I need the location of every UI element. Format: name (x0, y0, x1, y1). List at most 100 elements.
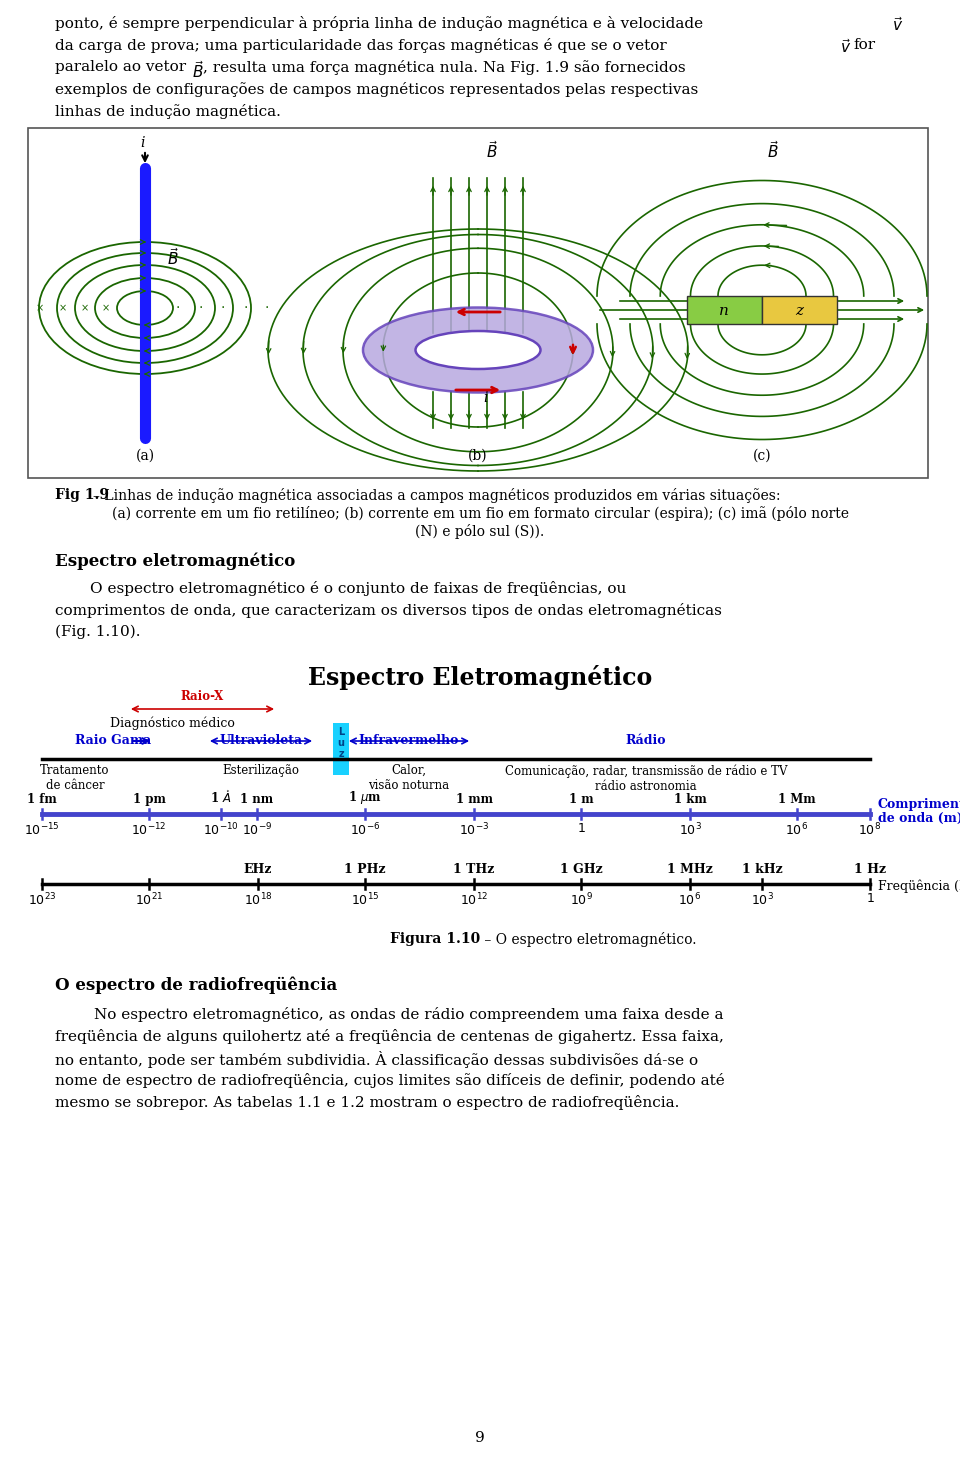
Text: Diagnóstico médico: Diagnóstico médico (109, 717, 234, 730)
Text: O espectro de radiofreqüência: O espectro de radiofreqüência (55, 977, 337, 995)
Text: ponto, é sempre perpendicular à própria linha de indução magnética e à velocidad: ponto, é sempre perpendicular à própria … (55, 16, 703, 31)
Text: – Linhas de indução magnética associadas a campos magnéticos produzidos em vária: – Linhas de indução magnética associadas… (93, 489, 780, 503)
Text: de onda (m): de onda (m) (878, 812, 960, 825)
Text: No espectro eletromagnético, as ondas de rádio compreendem uma faixa desde a: No espectro eletromagnético, as ondas de… (55, 1007, 724, 1023)
Text: exemplos de configurações de campos magnéticos representados pelas respectivas: exemplos de configurações de campos magn… (55, 82, 698, 97)
Ellipse shape (416, 331, 540, 369)
Text: ·: · (199, 301, 204, 315)
Text: Ultravioleta: Ultravioleta (220, 734, 302, 748)
Text: $10^{8}$: $10^{8}$ (858, 822, 881, 838)
Text: (a): (a) (135, 449, 155, 462)
Text: $10^{-12}$: $10^{-12}$ (132, 822, 167, 838)
Text: mesmo se sobrepor. As tabelas 1.1 e 1.2 mostram o espectro de radiofreqüência.: mesmo se sobrepor. As tabelas 1.1 e 1.2 … (55, 1094, 680, 1110)
Bar (762, 296, 837, 323)
Text: 1 fm: 1 fm (27, 793, 57, 806)
Text: 1 GHz: 1 GHz (560, 863, 602, 876)
Text: $\vec{B}$: $\vec{B}$ (167, 247, 180, 269)
Text: (b): (b) (468, 449, 488, 462)
Text: $\vec{B}$: $\vec{B}$ (486, 140, 498, 161)
Text: $10^{21}$: $10^{21}$ (134, 892, 163, 909)
Text: z: z (795, 304, 803, 317)
Text: Calor,
visão noturna: Calor, visão noturna (369, 764, 449, 791)
Text: $10^{12}$: $10^{12}$ (460, 892, 488, 909)
Bar (28, 127, 928, 478)
Text: $10^{15}$: $10^{15}$ (350, 892, 379, 909)
Text: $10^{18}$: $10^{18}$ (244, 892, 273, 909)
Text: Tratamento
de câncer: Tratamento de câncer (40, 764, 109, 791)
Text: linhas de indução magnética.: linhas de indução magnética. (55, 104, 281, 119)
Text: 1 nm: 1 nm (240, 793, 274, 806)
Text: ·: · (265, 301, 269, 315)
Text: $10^{6}$: $10^{6}$ (785, 822, 808, 838)
Text: for: for (853, 38, 876, 53)
Text: freqüência de alguns quilohertz até a freqüência de centenas de gigahertz. Essa : freqüência de alguns quilohertz até a fr… (55, 1028, 724, 1045)
Text: da carga de prova; uma particularidade das forças magnéticas é que se o vetor: da carga de prova; uma particularidade d… (55, 38, 667, 53)
Text: Comunicação, radar, transmissão de rádio e TV
rádio astronomia: Comunicação, radar, transmissão de rádio… (505, 764, 787, 793)
Text: Raio-X: Raio-X (180, 691, 224, 704)
Text: 1 m: 1 m (568, 793, 593, 806)
Ellipse shape (363, 307, 593, 392)
Text: Rádio: Rádio (626, 734, 666, 748)
Text: ×: × (59, 303, 67, 313)
Text: $10^{-6}$: $10^{-6}$ (349, 822, 380, 838)
Text: (Fig. 1.10).: (Fig. 1.10). (55, 625, 140, 639)
Text: Espectro eletromagnético: Espectro eletromagnético (55, 553, 296, 571)
Text: EHz: EHz (244, 863, 273, 876)
Text: 1 km: 1 km (674, 793, 707, 806)
Text: $\vec{v}$: $\vec{v}$ (840, 38, 852, 56)
Text: n: n (719, 304, 729, 317)
Text: (c): (c) (753, 449, 771, 462)
Text: 1 kHz: 1 kHz (742, 863, 782, 876)
Text: $10^{23}$: $10^{23}$ (28, 892, 57, 909)
Text: Figura 1.10: Figura 1.10 (390, 932, 480, 947)
Text: (a) corrente em um fio retilíneo; (b) corrente em um fio em formato circular (es: (a) corrente em um fio retilíneo; (b) co… (111, 506, 849, 521)
Text: ·: · (221, 301, 226, 315)
Text: Fig 1.9: Fig 1.9 (55, 489, 109, 502)
Text: Raio Gama: Raio Gama (75, 734, 152, 748)
Text: ·: · (176, 301, 180, 315)
Text: $10^{-9}$: $10^{-9}$ (242, 822, 272, 838)
Text: ×: × (102, 303, 110, 313)
Text: , resulta uma força magnética nula. Na Fig. 1.9 são fornecidos: , resulta uma força magnética nula. Na F… (203, 60, 685, 75)
Text: 1 mm: 1 mm (455, 793, 492, 806)
Text: $10^{9}$: $10^{9}$ (569, 892, 592, 909)
Text: comprimentos de onda, que caracterizam os diversos tipos de ondas eletromagnétic: comprimentos de onda, que caracterizam o… (55, 603, 722, 617)
Text: 9: 9 (475, 1431, 485, 1445)
Text: $10^{6}$: $10^{6}$ (679, 892, 702, 909)
Text: – O espectro eletromagnético.: – O espectro eletromagnético. (480, 932, 697, 947)
Text: 1 $\mathring{A}$: 1 $\mathring{A}$ (210, 790, 231, 806)
Text: 1 Mm: 1 Mm (779, 793, 816, 806)
Text: $10^{-3}$: $10^{-3}$ (459, 822, 489, 838)
Text: ×: × (81, 303, 89, 313)
Text: $10^{-15}$: $10^{-15}$ (24, 822, 60, 838)
Text: i: i (141, 136, 145, 151)
Text: $1$: $1$ (866, 892, 875, 906)
Text: paralelo ao vetor: paralelo ao vetor (55, 60, 186, 75)
Text: 1 $\mu$m: 1 $\mu$m (348, 789, 382, 806)
Text: ·: · (244, 301, 249, 315)
Text: 1 MHz: 1 MHz (667, 863, 713, 876)
Text: Esterilização: Esterilização (223, 764, 300, 777)
Text: Infravermelho: Infravermelho (359, 734, 459, 748)
Text: nome de espectro de radiofreqüência, cujos limites são difíceis de definir, pode: nome de espectro de radiofreqüência, cuj… (55, 1072, 725, 1088)
Text: $\vec{v}$: $\vec{v}$ (892, 16, 903, 34)
Text: $10^{3}$: $10^{3}$ (751, 892, 774, 909)
Text: L
u
z: L u z (338, 727, 345, 759)
Text: $\vec{B}$: $\vec{B}$ (192, 60, 204, 80)
Text: Freqüência (Hz): Freqüência (Hz) (878, 879, 960, 892)
Text: ×: × (36, 303, 44, 313)
Text: (N) e pólo sul (S)).: (N) e pólo sul (S)). (416, 524, 544, 538)
Text: 1 THz: 1 THz (453, 863, 494, 876)
Text: no entanto, pode ser também subdividia. À classificação dessas subdivisões dá-se: no entanto, pode ser também subdividia. … (55, 1050, 698, 1068)
Text: 1 Hz: 1 Hz (854, 863, 886, 876)
Text: Espectro Eletromagnético: Espectro Eletromagnético (308, 666, 652, 691)
Text: 1 pm: 1 pm (132, 793, 165, 806)
Text: O espectro eletromagnético é o conjunto de faixas de freqüências, ou: O espectro eletromagnético é o conjunto … (90, 581, 626, 595)
Bar (333, 723, 349, 775)
Text: $\vec{B}$: $\vec{B}$ (767, 140, 780, 161)
Text: $10^{-10}$: $10^{-10}$ (203, 822, 239, 838)
Text: $1$: $1$ (577, 822, 586, 835)
Bar (687, 296, 762, 323)
Text: Comprimento: Comprimento (878, 797, 960, 811)
Text: $10^{3}$: $10^{3}$ (679, 822, 702, 838)
